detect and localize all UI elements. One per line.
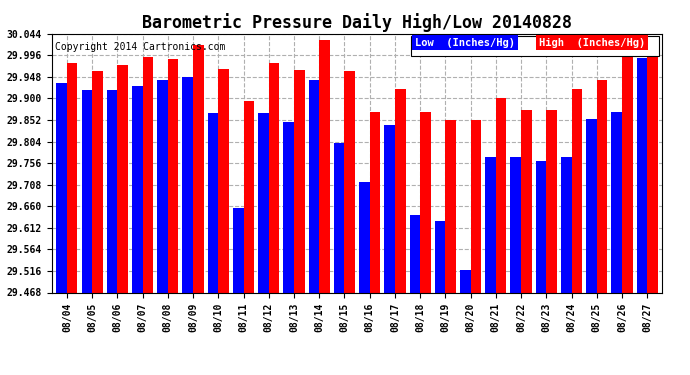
Bar [435, 220, 445, 292]
Bar [168, 59, 179, 292]
Bar [561, 157, 571, 292]
Bar [611, 112, 622, 292]
Bar [67, 63, 77, 292]
Bar [81, 90, 92, 292]
Bar [637, 58, 647, 292]
Bar [92, 72, 103, 292]
Bar [107, 90, 117, 292]
Bar [182, 77, 193, 292]
Bar [319, 40, 330, 292]
Bar [284, 122, 294, 292]
Bar [420, 112, 431, 292]
Bar [233, 209, 244, 292]
Bar [344, 72, 355, 292]
Bar [571, 90, 582, 292]
Bar [157, 81, 168, 292]
Bar [471, 120, 481, 292]
Bar [496, 99, 506, 292]
Bar [117, 65, 128, 292]
Bar [485, 157, 496, 292]
Bar [57, 83, 67, 292]
Bar [334, 143, 344, 292]
Bar [622, 36, 633, 292]
Bar [511, 157, 521, 292]
Bar [359, 182, 370, 292]
Bar [258, 113, 269, 292]
Bar [535, 161, 546, 292]
Text: Low  (Inches/Hg): Low (Inches/Hg) [415, 38, 515, 48]
Bar [370, 112, 380, 292]
Bar [597, 81, 607, 292]
Title: Barometric Pressure Daily High/Low 20140828: Barometric Pressure Daily High/Low 20140… [142, 13, 572, 32]
Bar [460, 270, 471, 292]
Bar [384, 125, 395, 292]
Text: Copyright 2014 Cartronics.com: Copyright 2014 Cartronics.com [55, 42, 225, 51]
Bar [445, 120, 456, 292]
Bar [410, 215, 420, 292]
Bar [208, 113, 218, 292]
Bar [132, 86, 143, 292]
Bar [269, 63, 279, 292]
Bar [395, 90, 406, 292]
Bar [193, 45, 204, 292]
Bar [521, 110, 532, 292]
Bar [143, 57, 153, 292]
Text: High  (Inches/Hg): High (Inches/Hg) [539, 38, 645, 48]
Bar [586, 118, 597, 292]
Bar [546, 110, 557, 292]
Bar [647, 36, 658, 292]
Bar [244, 100, 254, 292]
FancyBboxPatch shape [411, 36, 659, 56]
Bar [294, 70, 304, 292]
Bar [218, 69, 229, 292]
Bar [308, 81, 319, 292]
